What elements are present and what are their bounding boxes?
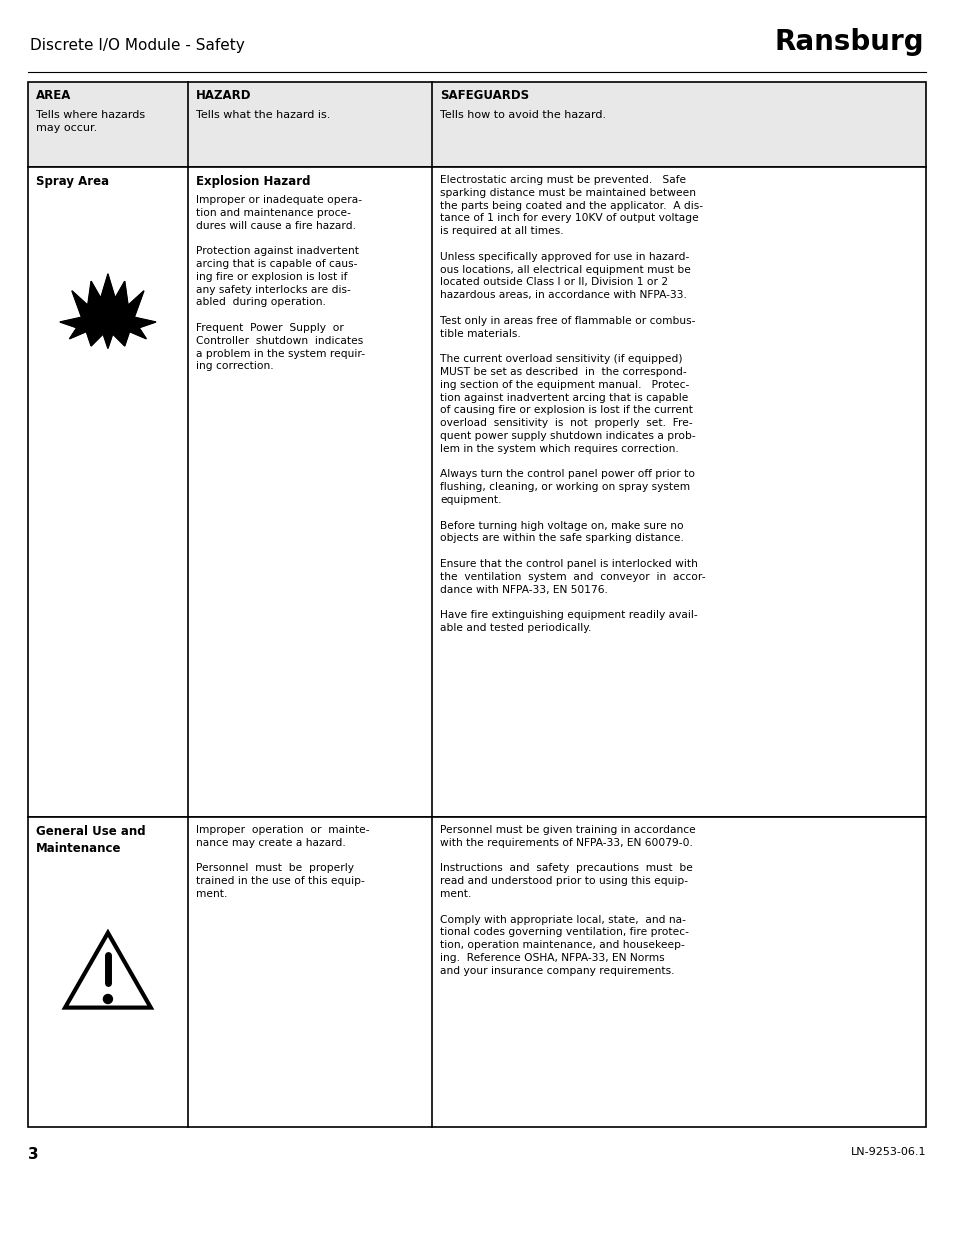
Bar <box>28 82 925 167</box>
Circle shape <box>103 994 112 1004</box>
Bar <box>28 167 925 818</box>
Bar <box>28 818 925 1128</box>
Text: Discrete I/O Module - Safety: Discrete I/O Module - Safety <box>30 38 245 53</box>
Text: Tells where hazards
may occur.: Tells where hazards may occur. <box>36 110 145 133</box>
Text: SAFEGUARDS: SAFEGUARDS <box>439 89 529 103</box>
Text: Spray Area: Spray Area <box>36 175 109 188</box>
Text: AREA: AREA <box>36 89 71 103</box>
Polygon shape <box>65 932 151 1008</box>
Text: Improper  operation  or  mainte-
nance may create a hazard.

Personnel  must  be: Improper operation or mainte- nance may … <box>195 825 369 899</box>
Text: General Use and
Maintenance: General Use and Maintenance <box>36 825 146 855</box>
Text: LN-9253-06.1: LN-9253-06.1 <box>850 1147 925 1157</box>
Text: Ransburg: Ransburg <box>774 28 923 56</box>
Text: Electrostatic arcing must be prevented.   Safe
sparking distance must be maintai: Electrostatic arcing must be prevented. … <box>439 175 705 634</box>
Text: Tells how to avoid the hazard.: Tells how to avoid the hazard. <box>439 110 605 120</box>
Text: Improper or inadequate opera-
tion and maintenance proce-
dures will cause a fir: Improper or inadequate opera- tion and m… <box>195 195 365 372</box>
Text: Personnel must be given training in accordance
with the requirements of NFPA-33,: Personnel must be given training in acco… <box>439 825 695 976</box>
Text: HAZARD: HAZARD <box>195 89 251 103</box>
Text: Explosion Hazard: Explosion Hazard <box>195 175 310 188</box>
Text: 3: 3 <box>28 1147 38 1162</box>
Polygon shape <box>60 274 155 348</box>
Text: Tells what the hazard is.: Tells what the hazard is. <box>195 110 330 120</box>
